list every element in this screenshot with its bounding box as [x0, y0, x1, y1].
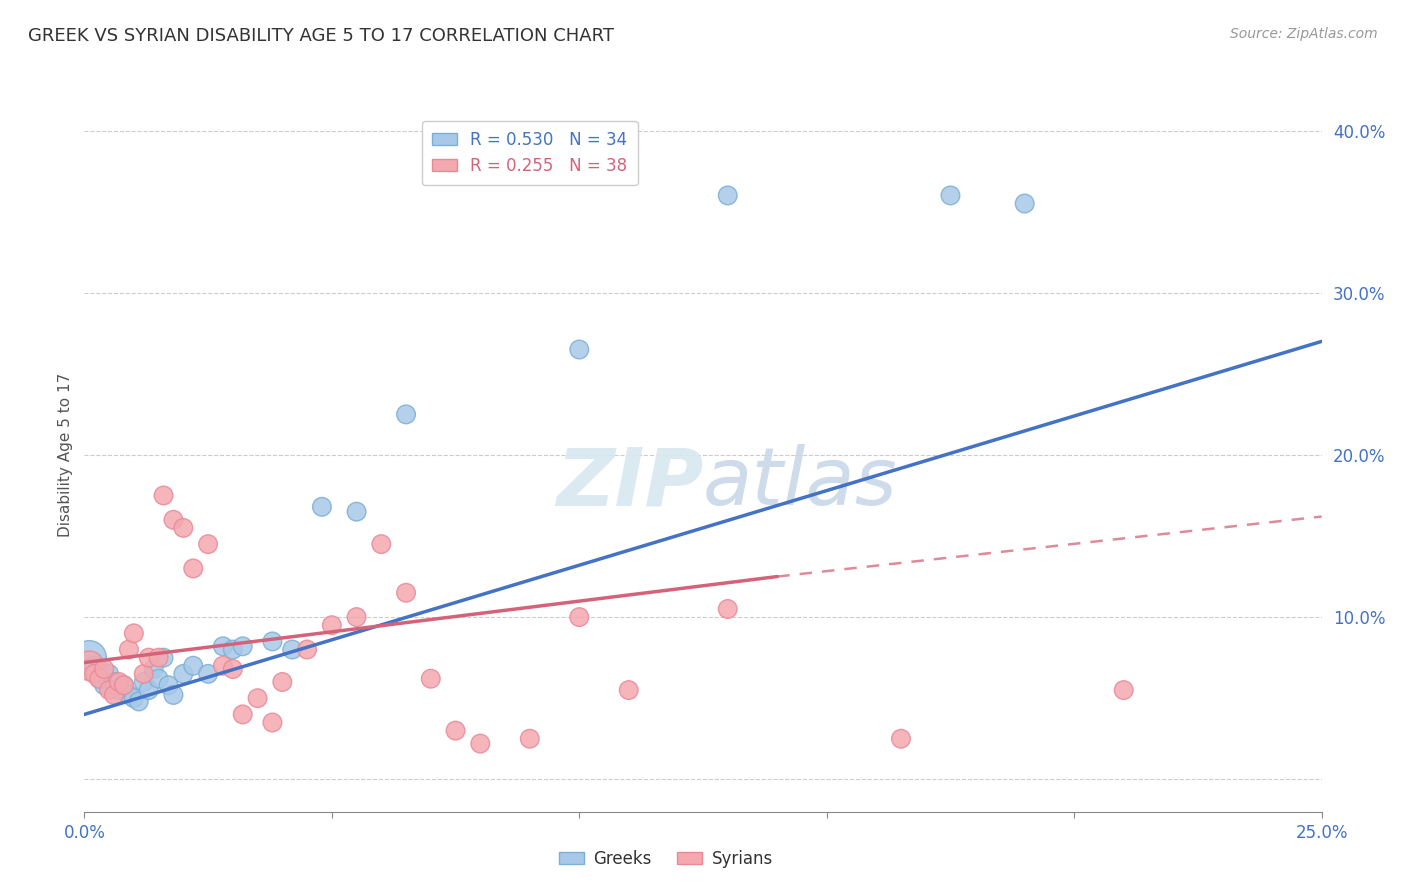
Point — [370, 537, 392, 551]
Point — [519, 731, 541, 746]
Point — [890, 731, 912, 746]
Point — [132, 666, 155, 681]
Point — [1112, 683, 1135, 698]
Legend: Greeks, Syrians: Greeks, Syrians — [553, 844, 780, 875]
Point — [112, 678, 135, 692]
Point — [98, 666, 121, 681]
Point — [148, 650, 170, 665]
Point — [470, 737, 492, 751]
Point — [79, 658, 101, 673]
Point — [83, 666, 105, 681]
Point — [138, 683, 160, 698]
Point — [108, 683, 131, 698]
Point — [138, 650, 160, 665]
Point — [346, 505, 368, 519]
Point — [271, 675, 294, 690]
Point — [118, 688, 141, 702]
Point — [93, 678, 115, 692]
Point — [162, 513, 184, 527]
Point — [346, 610, 368, 624]
Point — [717, 602, 740, 616]
Point — [122, 626, 145, 640]
Point — [222, 662, 245, 676]
Point — [395, 586, 418, 600]
Point — [103, 675, 125, 690]
Point — [172, 521, 194, 535]
Point — [311, 500, 333, 514]
Point — [212, 658, 235, 673]
Point — [232, 707, 254, 722]
Point — [112, 678, 135, 692]
Point — [79, 650, 101, 665]
Point — [89, 672, 111, 686]
Point — [118, 642, 141, 657]
Point — [181, 561, 204, 575]
Point — [617, 683, 640, 698]
Text: atlas: atlas — [703, 444, 898, 523]
Point — [148, 672, 170, 686]
Point — [568, 343, 591, 357]
Point — [103, 688, 125, 702]
Point — [83, 658, 105, 673]
Point — [89, 672, 111, 686]
Point — [419, 672, 441, 686]
Point — [122, 691, 145, 706]
Point — [128, 694, 150, 708]
Point — [142, 662, 165, 676]
Point — [222, 642, 245, 657]
Text: ZIP: ZIP — [555, 444, 703, 523]
Point — [152, 650, 174, 665]
Point — [295, 642, 318, 657]
Point — [132, 675, 155, 690]
Point — [172, 666, 194, 681]
Point — [568, 610, 591, 624]
Point — [321, 618, 343, 632]
Point — [197, 537, 219, 551]
Point — [157, 678, 180, 692]
Point — [281, 642, 304, 657]
Text: Source: ZipAtlas.com: Source: ZipAtlas.com — [1230, 27, 1378, 41]
Point — [181, 658, 204, 673]
Y-axis label: Disability Age 5 to 17: Disability Age 5 to 17 — [58, 373, 73, 537]
Point — [444, 723, 467, 738]
Point — [262, 715, 284, 730]
Point — [717, 188, 740, 202]
Point — [93, 662, 115, 676]
Point — [98, 683, 121, 698]
Point — [262, 634, 284, 648]
Point — [197, 666, 219, 681]
Point — [212, 640, 235, 654]
Text: GREEK VS SYRIAN DISABILITY AGE 5 TO 17 CORRELATION CHART: GREEK VS SYRIAN DISABILITY AGE 5 TO 17 C… — [28, 27, 614, 45]
Point — [232, 640, 254, 654]
Point — [162, 688, 184, 702]
Point — [395, 408, 418, 422]
Point — [89, 662, 111, 676]
Point — [108, 675, 131, 690]
Point — [246, 691, 269, 706]
Point — [152, 488, 174, 502]
Point — [939, 188, 962, 202]
Point — [1014, 196, 1036, 211]
